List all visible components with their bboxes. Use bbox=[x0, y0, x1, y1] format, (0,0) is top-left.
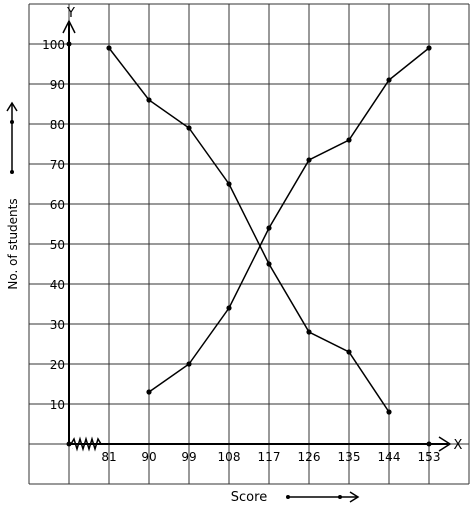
y-tick-label: 90 bbox=[50, 78, 65, 92]
y-axis-top-dot bbox=[66, 41, 72, 47]
y-axis-title: No. of students bbox=[6, 198, 20, 289]
data-point bbox=[386, 77, 392, 83]
x-tick-label: 117 bbox=[258, 450, 281, 464]
data-point bbox=[426, 45, 432, 51]
data-point bbox=[146, 389, 152, 395]
y-tick-label: 20 bbox=[50, 358, 65, 372]
y-direction-arrowhead-icon bbox=[6, 101, 18, 112]
y-tick-label: 40 bbox=[50, 278, 65, 292]
x-axis-letter: X bbox=[454, 438, 463, 453]
x-direction-arrowhead-icon bbox=[349, 491, 360, 503]
x-tick-label: 81 bbox=[101, 450, 116, 464]
series-layer bbox=[106, 45, 432, 415]
series-line-2 bbox=[108, 47, 390, 413]
data-point bbox=[226, 305, 232, 311]
data-point bbox=[306, 329, 312, 335]
x-axis-arrow-icon bbox=[438, 436, 452, 452]
y-tick-label: 50 bbox=[50, 238, 65, 252]
origin-dot bbox=[66, 441, 72, 447]
data-point bbox=[346, 349, 352, 355]
x-axis-title: Score bbox=[231, 490, 267, 505]
x-tick-label: 126 bbox=[298, 450, 321, 464]
y-tick-label: 10 bbox=[50, 398, 65, 412]
data-point bbox=[226, 181, 232, 187]
grid bbox=[28, 3, 470, 485]
y-tick-label: 60 bbox=[50, 198, 65, 212]
data-point bbox=[146, 97, 152, 103]
data-point bbox=[186, 361, 192, 367]
data-point bbox=[266, 225, 272, 231]
data-point bbox=[106, 45, 112, 51]
x-tick-label: 144 bbox=[378, 450, 401, 464]
x-tick-label: 108 bbox=[218, 450, 241, 464]
axes bbox=[6, 19, 452, 503]
x-direction-dot bbox=[338, 495, 342, 499]
y-axis-arrow-icon bbox=[62, 19, 76, 34]
series-line-1 bbox=[148, 47, 430, 393]
data-point bbox=[386, 409, 392, 415]
data-point bbox=[186, 125, 192, 131]
data-point bbox=[346, 137, 352, 143]
labels-layer: 10 20 30 40 50 60 70 80 90 100 81 90 99 108 117 126 135 1… bbox=[6, 6, 463, 505]
y-tick-label: 100 bbox=[42, 38, 65, 52]
x-tick-label: 135 bbox=[338, 450, 361, 464]
x-tick-label: 90 bbox=[141, 450, 156, 464]
x-axis-end-dot bbox=[426, 441, 432, 447]
y-tick-label: 70 bbox=[50, 158, 65, 172]
x-direction-dot bbox=[286, 495, 290, 499]
y-direction-dot bbox=[10, 170, 14, 174]
y-tick-label: 30 bbox=[50, 318, 65, 332]
data-point bbox=[306, 157, 312, 163]
origin-label: 0 bbox=[72, 448, 73, 450]
y-axis-letter: Y bbox=[66, 6, 75, 21]
data-point bbox=[266, 261, 272, 267]
x-tick-label: 153 bbox=[418, 450, 441, 464]
y-tick-label: 80 bbox=[50, 118, 65, 132]
axis-break-icon bbox=[70, 436, 102, 452]
y-direction-dot bbox=[10, 120, 14, 124]
x-tick-label: 99 bbox=[181, 450, 196, 464]
